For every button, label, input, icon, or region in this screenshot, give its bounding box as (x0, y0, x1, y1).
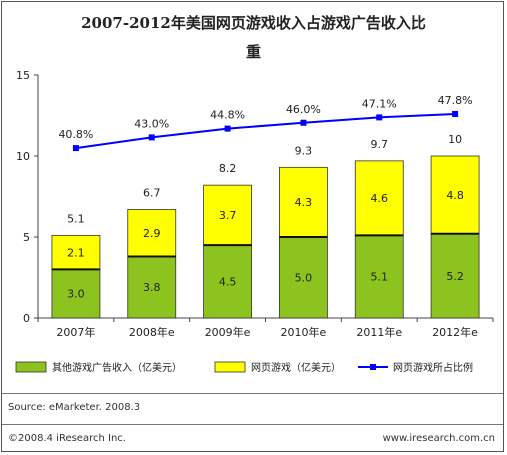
y-tick-label: 0 (23, 312, 30, 325)
data-label-webgame: 2.1 (67, 246, 85, 259)
y-tick-label: 5 (23, 231, 30, 244)
legend-label-webgame: 网页游戏（亿美元） (251, 361, 341, 374)
y-tick-label: 15 (16, 69, 30, 82)
data-label-total: 10 (448, 133, 462, 146)
source-text: Source: eMarketer. 2008.3 (8, 402, 141, 413)
x-tick-label: 2008年e (129, 325, 175, 339)
website-text: www.iresearch.com.cn (382, 433, 495, 444)
percent-marker (148, 134, 155, 141)
legend-swatch-webgame (214, 361, 246, 373)
bar-webgame-revenue (203, 184, 252, 246)
legend-swatch-other (15, 361, 47, 373)
divider-bottom (2, 424, 503, 425)
x-tick-label: 2009年e (205, 325, 251, 339)
x-tick-label: 2011年e (356, 325, 402, 339)
data-label-webgame: 2.9 (143, 227, 161, 240)
percent-marker (72, 145, 79, 152)
data-label-other: 3.8 (143, 281, 161, 294)
bar-other-ad-revenue (279, 236, 328, 319)
data-label-other: 5.2 (446, 270, 464, 283)
data-label-other: 5.0 (295, 272, 313, 285)
chart-title: 2007-2012年美国网页游戏收入占游戏广告收入比 (81, 14, 426, 32)
data-label-webgame: 4.6 (371, 192, 389, 205)
data-label-other: 5.1 (371, 271, 389, 284)
divider-top (2, 393, 503, 394)
chart-title-line2: 重 (245, 43, 261, 61)
bar-webgame-revenue (430, 155, 480, 235)
data-label-total: 9.7 (371, 138, 389, 151)
data-label-webgame: 4.3 (295, 196, 313, 209)
percent-label: 44.8% (210, 109, 245, 122)
legend-marker-percent (370, 364, 376, 370)
percent-marker (452, 110, 459, 117)
x-tick-label: 2012年e (432, 325, 478, 339)
data-label-other: 3.0 (67, 288, 85, 301)
percent-label: 46.0% (286, 103, 321, 116)
legend-label-other: 其他游戏广告收入（亿美元） (52, 361, 182, 374)
percent-label: 43.0% (134, 117, 169, 130)
percent-label: 47.8% (438, 94, 473, 107)
percent-marker (376, 114, 383, 121)
bar-other-ad-revenue (354, 234, 404, 319)
bar-webgame-revenue (354, 160, 404, 236)
data-label-webgame: 3.7 (219, 209, 237, 222)
percent-label: 47.1% (362, 97, 397, 110)
data-label-total: 6.7 (143, 186, 161, 199)
percent-label: 40.8% (58, 128, 93, 141)
copyright-text: ©2008.4 iResearch Inc. (8, 433, 126, 444)
percent-marker (224, 125, 231, 132)
y-tick-label: 10 (16, 150, 30, 163)
data-label-total: 5.1 (67, 212, 85, 225)
data-label-other: 4.5 (219, 276, 237, 289)
data-label-total: 8.2 (219, 162, 237, 175)
bar-other-ad-revenue (203, 244, 252, 319)
bar-other-ad-revenue (430, 233, 480, 319)
bar-other-ad-revenue (127, 256, 177, 319)
percent-line (75, 112, 456, 150)
x-tick-label: 2007年 (56, 325, 95, 339)
data-label-total: 9.3 (295, 144, 313, 157)
percent-marker (300, 119, 307, 126)
bar-webgame-revenue (51, 234, 101, 270)
data-label-webgame: 4.8 (446, 189, 464, 202)
legend-label-percent: 网页游戏所占比例 (393, 361, 473, 374)
x-tick-label: 2010年e (281, 325, 327, 339)
bar-webgame-revenue (279, 166, 328, 238)
